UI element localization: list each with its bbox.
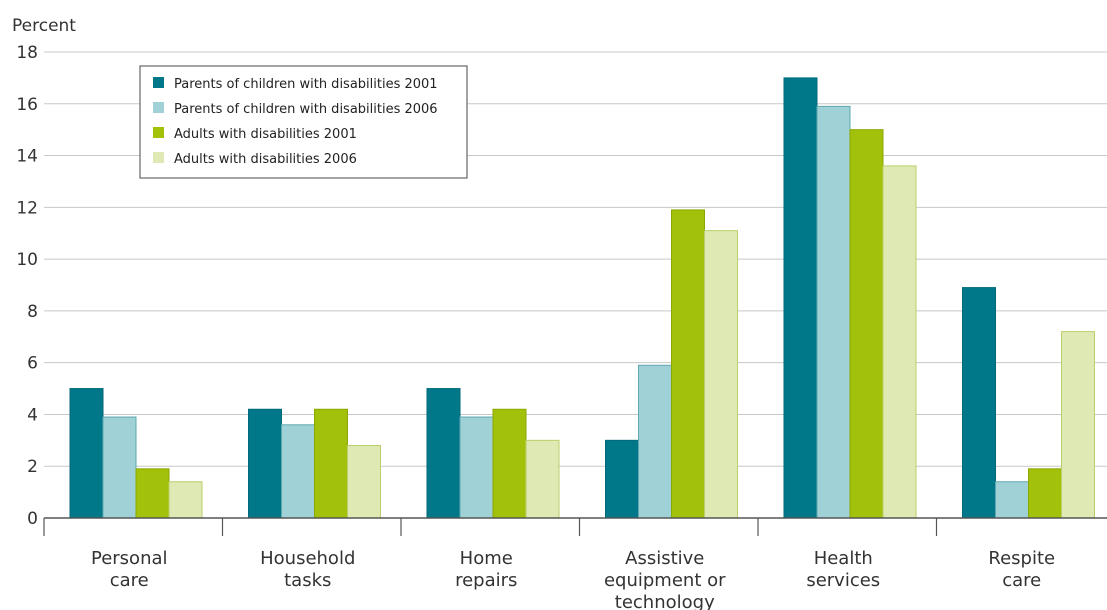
bar (347, 445, 381, 519)
legend-swatch (153, 77, 164, 88)
y-tick-label: 18 (16, 43, 38, 63)
x-tick-label-line: services (806, 570, 880, 591)
y-tick-label: 16 (16, 95, 38, 115)
x-tick-label: Household tasks (260, 548, 355, 591)
legend-swatch (153, 127, 164, 138)
legend: Parents of children with disabilities 20… (139, 65, 468, 179)
bar (671, 209, 705, 519)
x-tick-label-line: Home (460, 548, 513, 569)
y-tick-label: 6 (27, 354, 38, 374)
x-tick-label-line: repairs (455, 570, 517, 591)
bar (605, 439, 639, 519)
bar (783, 77, 818, 519)
y-axis-ticks: 0 2 4 6 8 10 12 14 16 18 (16, 43, 38, 529)
x-tick-label: Home repairs (455, 548, 517, 591)
x-tick-label-line: technology (615, 592, 715, 610)
bar (459, 416, 494, 519)
legend-box (139, 65, 468, 179)
x-tick-label-line: Respite (988, 548, 1055, 569)
x-tick-label-line: care (1002, 570, 1041, 591)
bar (314, 408, 348, 519)
y-tick-label: 2 (27, 457, 38, 477)
legend-label: Adults with disabilities 2001 (174, 127, 357, 142)
x-tick-label-line: Personal (91, 548, 168, 569)
x-tick-label: Personal care (91, 548, 168, 591)
x-tick-label: Health services (806, 548, 880, 591)
x-tick-label-line: Assistive (625, 548, 704, 569)
bar (704, 230, 738, 519)
bar (882, 165, 917, 519)
bar (1061, 331, 1095, 519)
legend-label: Parents of children with disabilities 20… (174, 102, 438, 117)
x-tick-label-line: equipment or (604, 570, 726, 591)
bar (281, 424, 315, 519)
y-tick-label: 10 (16, 250, 38, 270)
x-tick-label: Respite care (988, 548, 1055, 591)
x-tick-label-line: Household (260, 548, 355, 569)
x-tick-label-line: Health (814, 548, 873, 569)
bar (69, 388, 104, 519)
bar (168, 481, 203, 519)
y-tick-label: 12 (16, 198, 38, 218)
bar (102, 416, 137, 519)
bar (849, 129, 884, 519)
y-tick-label: 4 (27, 405, 38, 425)
y-axis-label: Percent (12, 16, 76, 36)
x-tick-label-line: tasks (284, 570, 331, 591)
x-tick-label: Assistive equipment or technology (604, 548, 726, 610)
legend-swatch (153, 102, 164, 113)
bar (995, 481, 1029, 519)
legend-label: Adults with disabilities 2006 (174, 152, 357, 167)
x-tick-label-line: care (110, 570, 149, 591)
bar (962, 287, 996, 519)
legend-label: Parents of children with disabilities 20… (174, 77, 438, 92)
bar (492, 408, 527, 519)
bar (525, 439, 560, 519)
y-tick-label: 14 (16, 147, 38, 167)
bar (816, 105, 851, 519)
y-tick-label: 8 (27, 302, 38, 322)
bar (426, 388, 461, 519)
bar (638, 364, 672, 519)
bar (135, 468, 170, 519)
legend-swatch (153, 152, 164, 163)
bar (1028, 468, 1062, 519)
y-tick-label: 0 (27, 509, 38, 529)
bars (69, 77, 1095, 519)
bar (248, 408, 282, 519)
